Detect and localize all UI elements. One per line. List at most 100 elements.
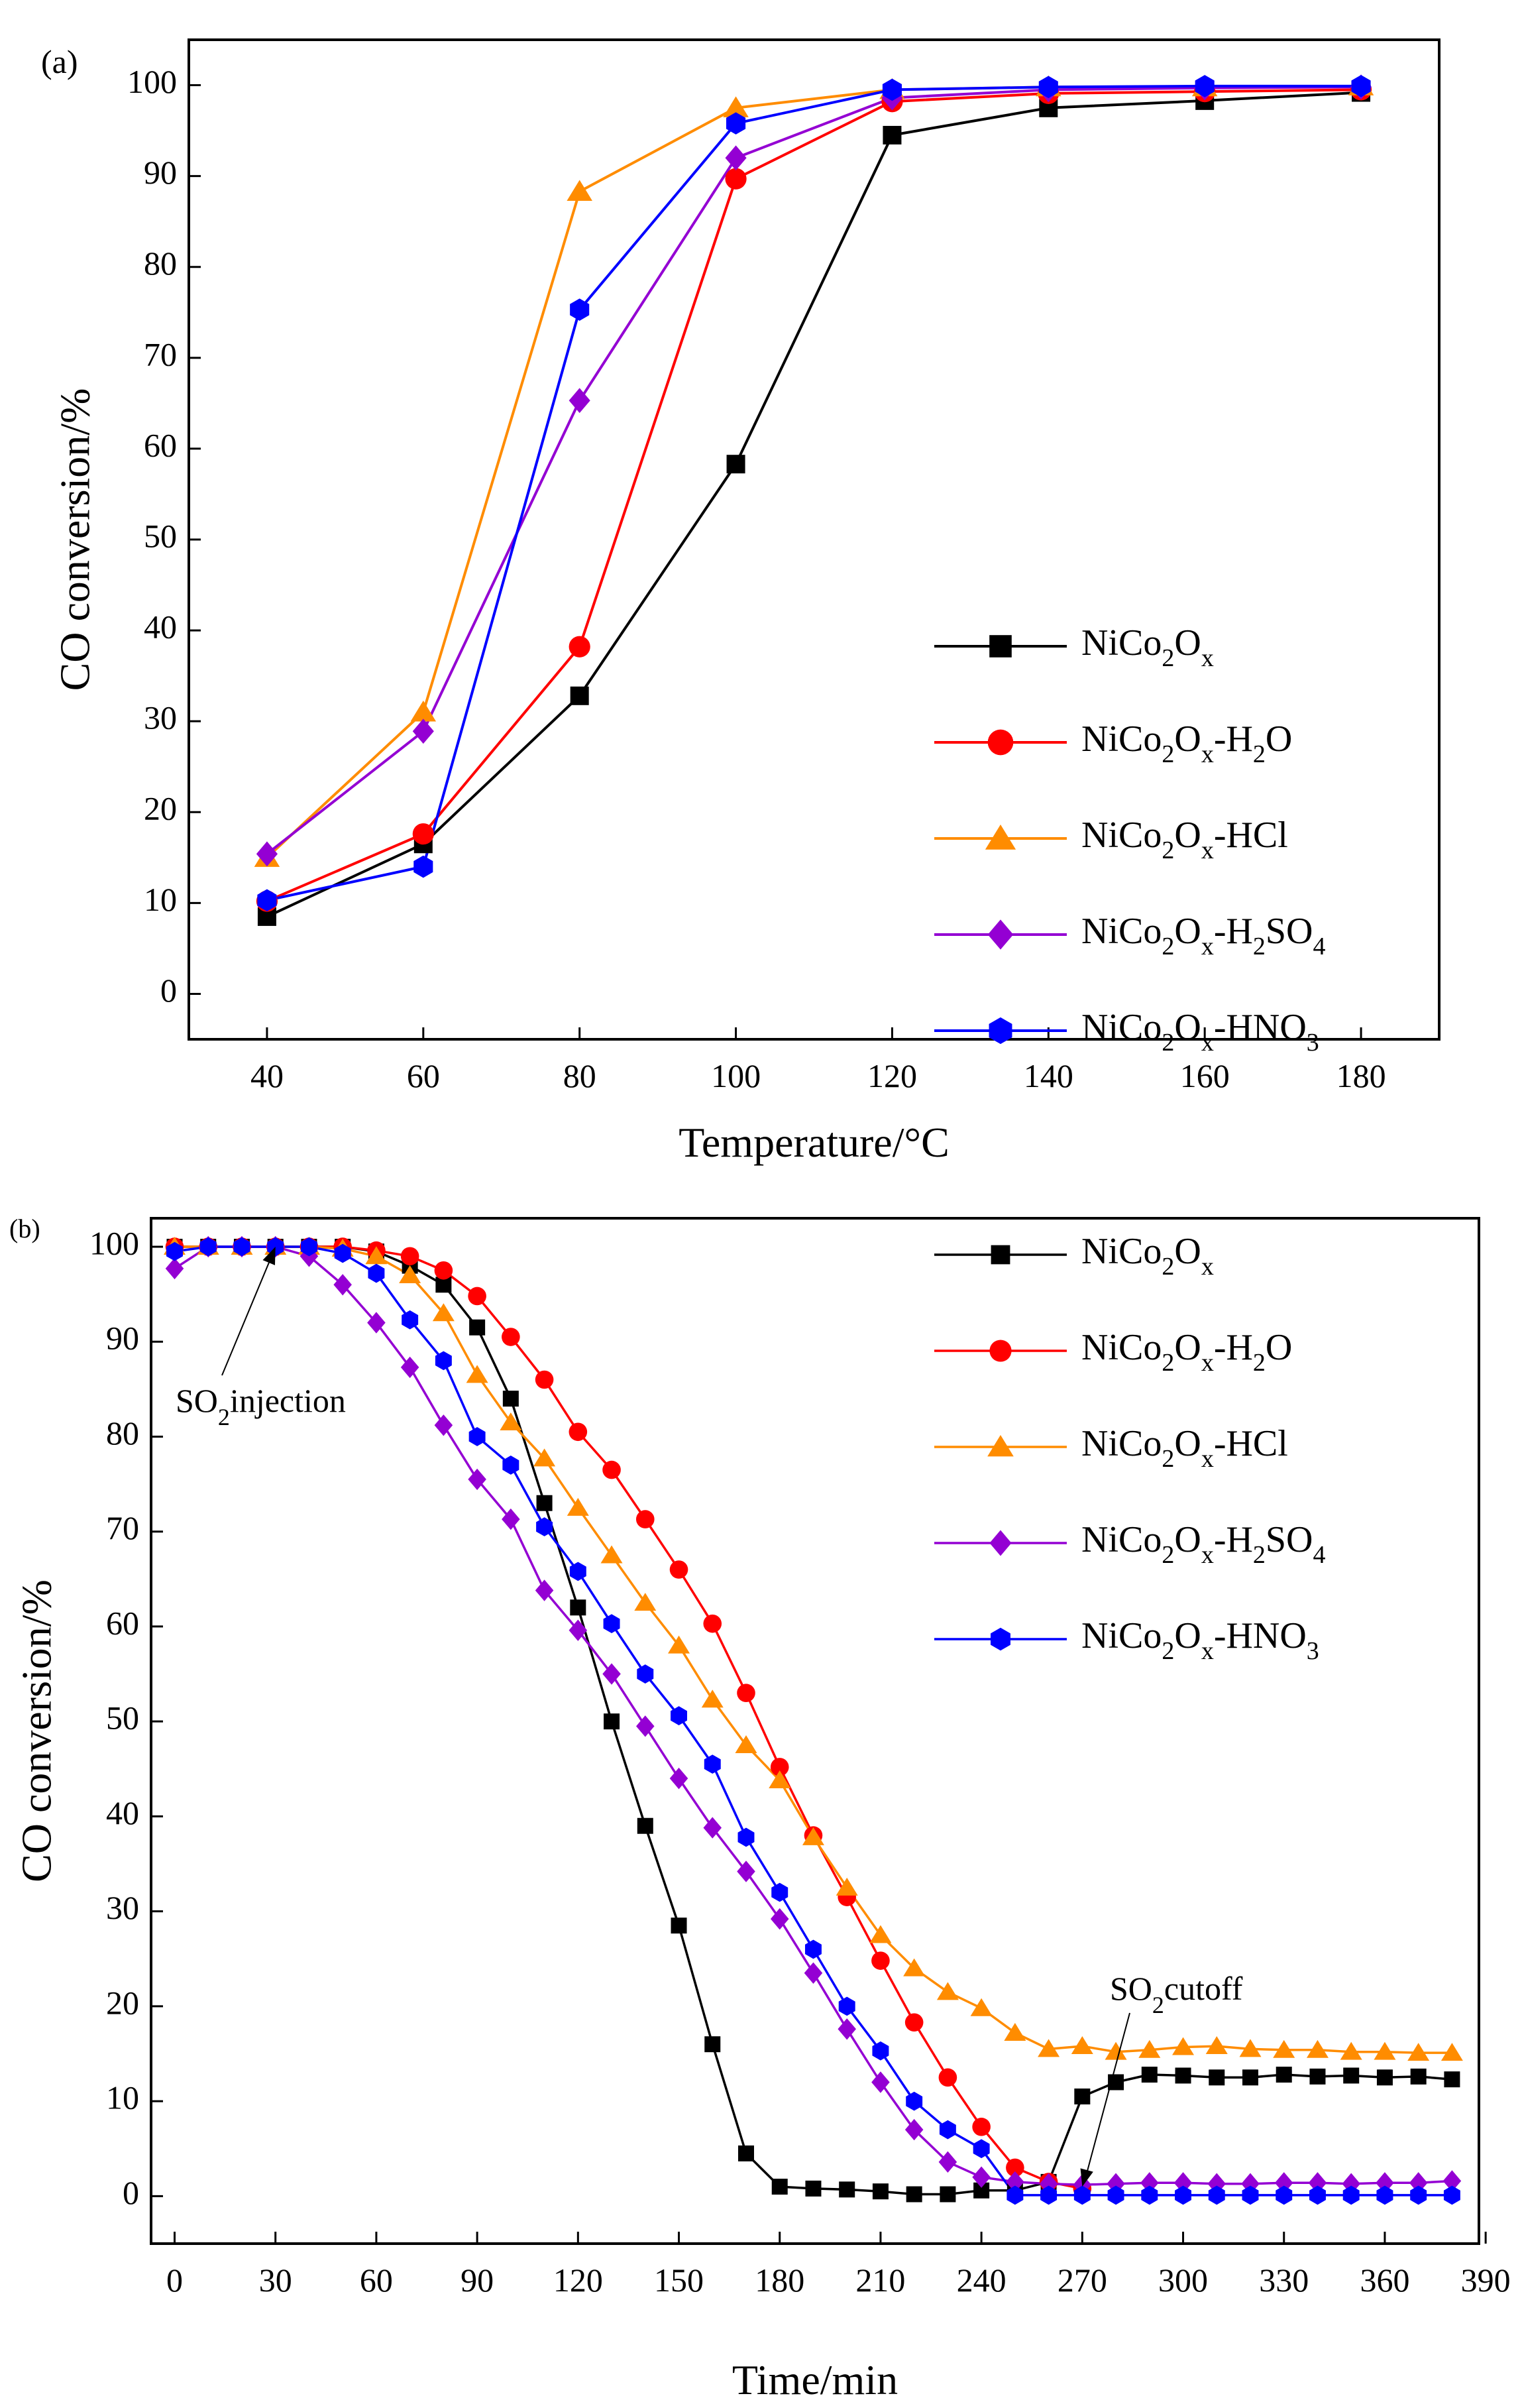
x-tick-label: 210 xyxy=(855,2262,905,2299)
data-point xyxy=(502,1508,520,1530)
data-point xyxy=(872,2183,889,2200)
series-line-4 xyxy=(266,84,1362,902)
data-point xyxy=(1273,2039,1295,2058)
data-point xyxy=(1004,2023,1026,2041)
data-point xyxy=(770,1908,789,1930)
annotation-arrow xyxy=(1084,2012,1130,2181)
data-point xyxy=(704,1754,721,1774)
data-point xyxy=(726,112,746,135)
data-point xyxy=(602,1460,621,1479)
data-point xyxy=(1443,2185,1460,2205)
legend-marker xyxy=(991,1245,1010,1265)
y-tick-label: 90 xyxy=(106,1320,139,1357)
data-point xyxy=(604,1713,620,1730)
x-axis-title: Temperature/°C xyxy=(679,1119,950,1166)
data-point xyxy=(1410,2068,1427,2085)
data-point xyxy=(1172,2037,1195,2055)
data-point xyxy=(771,2179,788,2195)
data-point xyxy=(1074,2088,1091,2104)
data-point xyxy=(701,1690,724,1708)
data-point xyxy=(838,1996,855,2016)
data-point xyxy=(671,1918,687,1934)
data-point xyxy=(1442,2170,1462,2192)
data-point xyxy=(533,1448,556,1467)
data-point xyxy=(871,1951,890,1970)
data-point xyxy=(903,1958,926,1977)
data-point xyxy=(1040,2185,1058,2205)
data-point xyxy=(536,1495,553,1511)
data-point xyxy=(1006,2158,1024,2177)
annotation-label: SO2cutoff xyxy=(1110,1970,1243,2018)
data-point xyxy=(972,2166,991,2188)
data-point xyxy=(1071,2036,1093,2055)
data-point xyxy=(1242,2185,1259,2205)
data-point xyxy=(669,1560,688,1579)
data-point xyxy=(1340,2041,1362,2060)
y-tick-label: 30 xyxy=(144,699,177,736)
data-point xyxy=(466,1365,488,1383)
data-point xyxy=(569,1562,586,1581)
data-point xyxy=(703,1817,722,1839)
y-tick-label: 80 xyxy=(144,245,177,282)
data-point xyxy=(1342,2185,1360,2205)
data-point xyxy=(726,455,745,474)
data-point xyxy=(469,1319,486,1336)
data-point xyxy=(770,1758,789,1776)
data-point xyxy=(725,145,747,171)
data-point xyxy=(1376,2172,1394,2194)
data-point xyxy=(1107,2173,1125,2195)
data-point xyxy=(468,1468,486,1491)
data-point xyxy=(1105,2041,1127,2060)
data-point xyxy=(199,1237,217,1257)
data-point xyxy=(703,1614,722,1633)
data-point xyxy=(435,1351,452,1371)
data-point xyxy=(570,686,589,705)
data-point xyxy=(602,1663,621,1685)
data-point xyxy=(1342,2173,1360,2195)
data-point xyxy=(434,1414,453,1436)
chart-panel-a: (a) 40 60 80 100 120 140 160 180 0 10 20 30 40 50 60 70… xyxy=(41,38,1440,1166)
data-point xyxy=(1073,2185,1091,2205)
y-tick-label: 30 xyxy=(106,1889,139,1926)
data-point xyxy=(970,1998,993,2016)
data-point xyxy=(1351,75,1371,97)
y-axis-title: CO conversion/% xyxy=(52,388,99,691)
data-point xyxy=(165,1257,184,1280)
data-point xyxy=(1440,2043,1463,2061)
data-point xyxy=(1038,76,1058,99)
y-tick-label: 40 xyxy=(144,608,177,646)
data-point xyxy=(1038,2039,1060,2057)
data-point xyxy=(569,388,590,414)
data-point xyxy=(882,78,902,101)
data-point xyxy=(567,180,592,201)
data-point xyxy=(836,1877,858,1896)
series-line-1 xyxy=(266,88,1362,903)
data-point xyxy=(567,1497,589,1516)
x-tick-label: 140 xyxy=(1024,1057,1073,1094)
data-point xyxy=(569,636,590,658)
panel-b-tag: (b) xyxy=(9,1214,40,1243)
data-point xyxy=(1343,2067,1360,2084)
data-point xyxy=(737,1861,755,1882)
data-point xyxy=(502,1391,519,1407)
data-point xyxy=(1173,2172,1193,2194)
data-point xyxy=(1141,2185,1158,2205)
x-tick-label: 0 xyxy=(166,2262,183,2299)
y-tick-label: 10 xyxy=(106,2079,139,2116)
y-axis-title: CO conversion/% xyxy=(13,1579,60,1882)
x-tick-label: 40 xyxy=(250,1057,284,1094)
data-point xyxy=(1444,2071,1460,2088)
data-point xyxy=(906,2186,922,2203)
data-point xyxy=(468,1287,486,1306)
data-point xyxy=(399,1265,421,1283)
data-point xyxy=(1239,2039,1262,2057)
data-point xyxy=(333,1274,352,1296)
data-point xyxy=(365,1246,388,1265)
data-point xyxy=(940,2186,956,2203)
legend-label: NiCo2Ox xyxy=(1081,1231,1214,1281)
y-tick-label: 10 xyxy=(144,881,177,918)
data-point xyxy=(1141,2067,1158,2083)
legend-label: NiCo2Ox-HCl xyxy=(1081,1423,1288,1473)
data-point xyxy=(637,1817,653,1834)
